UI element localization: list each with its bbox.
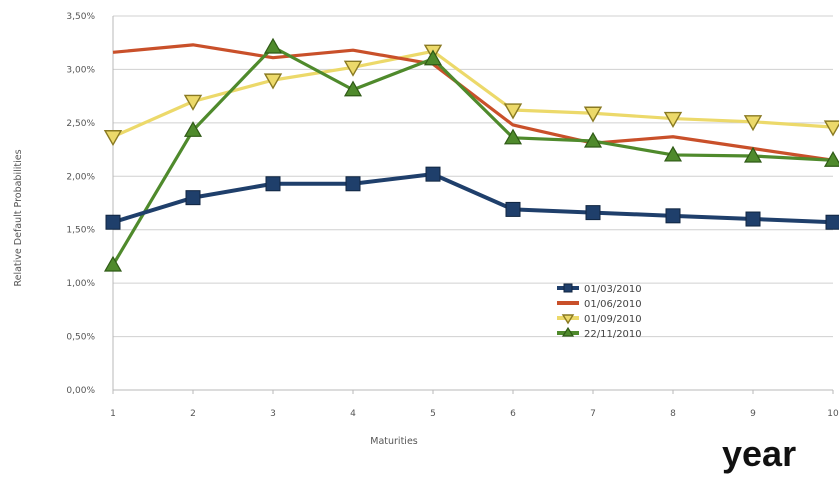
data-point-marker bbox=[263, 73, 283, 90]
series-line bbox=[112, 172, 834, 225]
y-tick-label: 0,00% bbox=[66, 386, 95, 396]
legend-item: 22/11/2010 bbox=[557, 326, 642, 340]
legend-swatch-marker bbox=[563, 283, 573, 293]
data-point-marker bbox=[263, 37, 283, 54]
series-markers bbox=[103, 37, 839, 272]
x-tick-label: 10 bbox=[827, 409, 839, 419]
y-tick-label: 2,50% bbox=[66, 119, 95, 129]
legend-item: 01/06/2010 bbox=[557, 299, 642, 310]
data-point-marker bbox=[503, 103, 523, 120]
x-tick-label: 8 bbox=[670, 409, 676, 419]
data-point-marker bbox=[345, 176, 361, 192]
data-point-marker bbox=[183, 94, 203, 111]
y-tick-label: 0,50% bbox=[66, 333, 95, 343]
y-tick-labels: 0,00% 0,50% 1,00% 1,50% 2,00% 2,50% 3,00% 3,50% bbox=[66, 12, 95, 396]
x-tick-label: 7 bbox=[590, 409, 596, 419]
y-tick-label: 1,00% bbox=[66, 279, 95, 289]
data-point-marker bbox=[823, 120, 839, 137]
y-axis-title: Relative Default Probabilities bbox=[13, 149, 24, 286]
legend-label: 01/06/2010 bbox=[584, 299, 642, 310]
data-point-marker bbox=[503, 128, 523, 145]
legend-swatch-marker bbox=[561, 314, 575, 325]
x-tick-label: 1 bbox=[110, 409, 116, 419]
series-line bbox=[111, 45, 834, 266]
y-tick-label: 3,00% bbox=[66, 65, 95, 75]
data-point-marker bbox=[663, 145, 683, 162]
data-point-marker bbox=[185, 190, 201, 206]
series-lines bbox=[111, 43, 834, 266]
data-point-marker bbox=[745, 211, 761, 227]
year-label: year bbox=[722, 433, 797, 474]
data-point-marker bbox=[825, 214, 839, 230]
data-point-marker bbox=[103, 130, 123, 147]
x-tick-label: 2 bbox=[190, 409, 196, 419]
legend-label: 22/11/2010 bbox=[584, 329, 642, 340]
data-point-marker bbox=[743, 146, 763, 163]
legend-item: 01/03/2010 bbox=[557, 283, 642, 295]
data-point-marker bbox=[343, 60, 363, 77]
legend-swatch-marker bbox=[561, 326, 575, 337]
data-point-marker bbox=[105, 214, 121, 230]
data-point-marker bbox=[583, 131, 603, 148]
data-point-marker bbox=[743, 115, 763, 132]
legend: 01/03/2010 01/06/2010 01/09/2010 22/11/2010 bbox=[557, 283, 642, 340]
legend-item: 01/09/2010 bbox=[557, 314, 642, 325]
data-point-marker bbox=[583, 106, 603, 123]
series-line bbox=[112, 43, 834, 162]
legend-label: 01/03/2010 bbox=[584, 284, 642, 295]
axes bbox=[112, 16, 834, 394]
legend-label: 01/09/2010 bbox=[584, 314, 642, 325]
x-tick-label: 3 bbox=[270, 409, 276, 419]
data-point-marker bbox=[585, 205, 601, 221]
data-point-marker bbox=[183, 121, 203, 137]
data-point-marker bbox=[505, 201, 521, 217]
x-tick-label: 9 bbox=[750, 409, 756, 419]
data-point-marker bbox=[425, 166, 441, 182]
data-point-marker bbox=[265, 176, 281, 192]
y-tick-label: 1,50% bbox=[66, 226, 95, 236]
x-axis-title: Maturities bbox=[370, 436, 418, 447]
x-tick-labels: 1 2 3 4 5 6 7 8 9 10 bbox=[110, 409, 839, 419]
data-point-marker bbox=[663, 111, 683, 128]
y-tick-label: 3,50% bbox=[66, 12, 95, 22]
data-point-marker bbox=[343, 80, 363, 97]
x-tick-label: 6 bbox=[510, 409, 516, 419]
y-tick-label: 2,00% bbox=[66, 172, 95, 182]
grid-lines bbox=[113, 15, 833, 391]
data-point-marker bbox=[823, 151, 839, 167]
x-tick-label: 5 bbox=[430, 409, 436, 419]
data-point-marker bbox=[423, 49, 443, 66]
data-point-marker bbox=[665, 208, 681, 224]
data-point-marker bbox=[103, 255, 123, 272]
x-tick-label: 4 bbox=[350, 409, 356, 419]
